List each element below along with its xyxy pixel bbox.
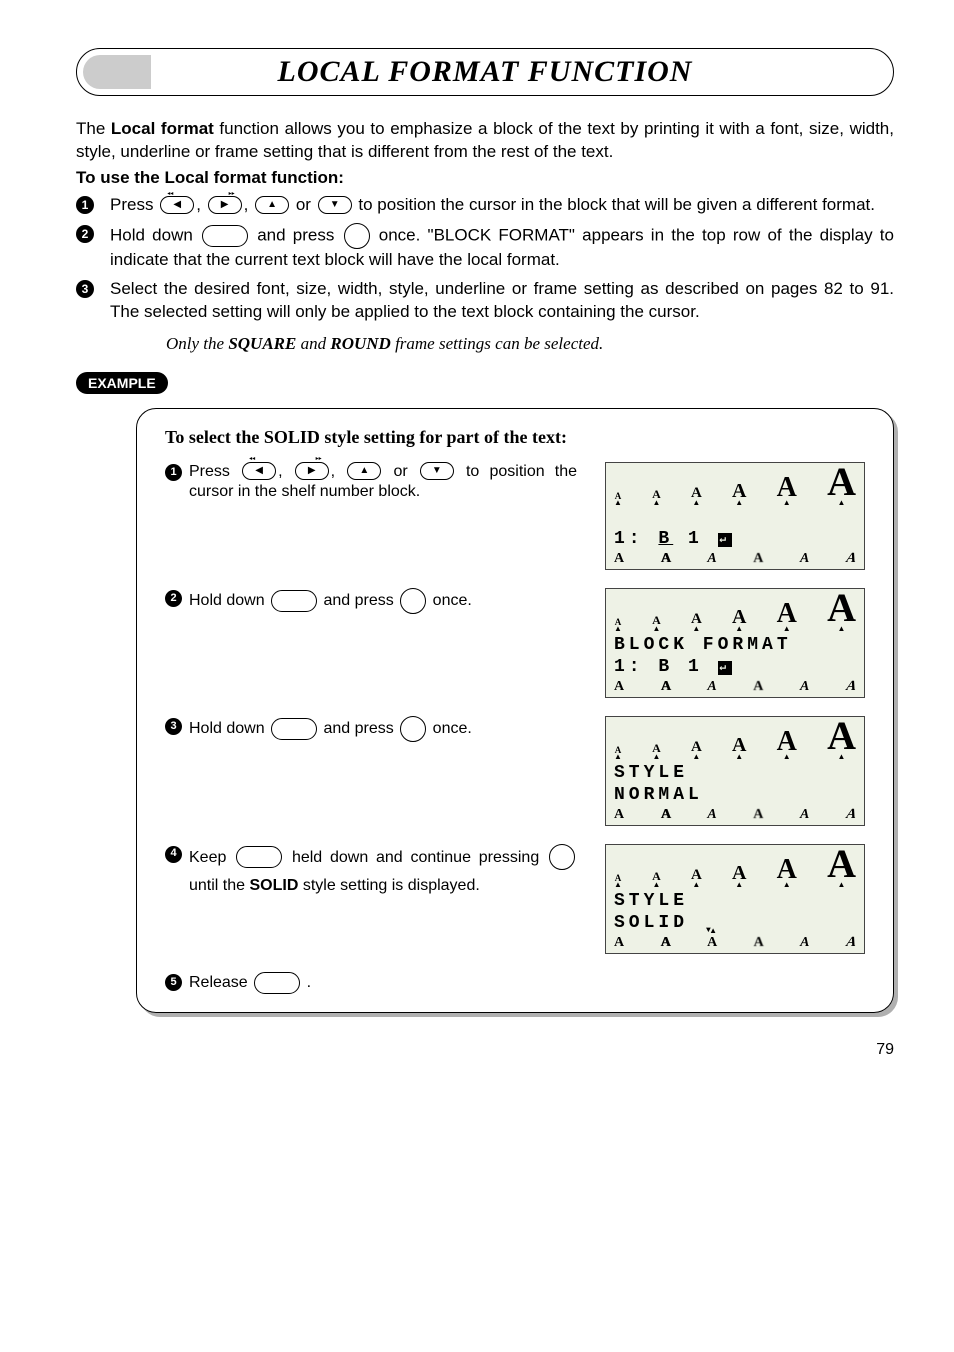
- blank-key-icon: [202, 225, 248, 247]
- down-arrow-key-icon: [420, 462, 454, 480]
- bullet-5: 5: [165, 974, 182, 991]
- main-step-1: Press , , or to position the cursor in t…: [76, 194, 894, 217]
- lcd-display-1: A▲ A▲ A▲ A▲ A▲ A▲ 1: B 1 ↵ AAAAAA: [605, 462, 865, 570]
- blank-key-icon: [271, 590, 317, 612]
- lcd-low-3: NORMAL: [606, 785, 864, 807]
- lcd-mid-3: STYLE: [606, 761, 864, 785]
- blank-key-icon: [254, 972, 300, 994]
- bullet-1: 1: [165, 464, 182, 481]
- lcd-size-row: A▲ A▲ A▲ A▲ A▲ A▲: [606, 463, 864, 507]
- lcd-display-3: A▲ A▲ A▲ A▲ A▲ A▲ STYLE NORMAL AAAAAA: [605, 716, 865, 826]
- page-number: 79: [76, 1041, 894, 1059]
- bullet-2: 2: [165, 590, 182, 607]
- example-title: To select the SOLID style setting for pa…: [165, 427, 865, 448]
- lcd-display-2: A▲ A▲ A▲ A▲ A▲ A▲ BLOCK FORMAT 1: B 1 ↵ …: [605, 588, 865, 698]
- example-row-4: 4 Keep held down and continue pressing u…: [165, 844, 865, 954]
- section-title-band: LOCAL FORMAT FUNCTION: [76, 48, 894, 96]
- example-row-1: 1 Press , , or to position the cursor in…: [165, 462, 865, 570]
- example-card: To select the SOLID style setting for pa…: [136, 408, 894, 1013]
- up-arrow-key-icon: [255, 196, 289, 214]
- section-title: LOCAL FORMAT FUNCTION: [89, 55, 881, 89]
- note-line: Only the SQUARE and ROUND frame settings…: [166, 334, 894, 354]
- return-icon: ↵: [718, 533, 732, 547]
- step2-b: and press: [257, 225, 341, 244]
- intro-paragraph: The Local format function allows you to …: [76, 118, 894, 164]
- round-key-icon: [549, 844, 575, 870]
- main-step-2: Hold down and press once. "BLOCK FORMAT"…: [76, 223, 894, 272]
- blank-key-icon: [271, 718, 317, 740]
- intro-bold: Local format: [111, 119, 214, 138]
- example-step-4: 4 Keep held down and continue pressing u…: [165, 844, 577, 902]
- lcd-low-4: SOLID: [606, 913, 864, 935]
- lcd-mid-4: STYLE: [606, 889, 864, 913]
- down-arrow-key-icon: [318, 196, 352, 214]
- right-arrow-key-icon: [208, 196, 242, 214]
- round-key-icon: [344, 223, 370, 249]
- step2-a: Hold down: [110, 225, 200, 244]
- step1-pre: Press: [110, 195, 158, 214]
- lcd-mid-1: [606, 507, 864, 529]
- subhead: To use the Local format function:: [76, 168, 894, 188]
- example-step-3: 3 Hold down and press once.: [165, 716, 577, 742]
- up-arrow-key-icon: [347, 462, 381, 480]
- return-icon: ↵: [718, 661, 732, 675]
- main-step-list: Press , , or to position the cursor in t…: [76, 194, 894, 324]
- step1-post: to position the cursor in the block that…: [358, 195, 875, 214]
- lcd-display-4: A▲ A▲ A▲ A▲ A▲ A▲ STYLE SOLID ▼ AAA▲AAA: [605, 844, 865, 954]
- example-step-5: 5 Release .: [165, 972, 865, 994]
- lcd-style-row: AAAAAA: [606, 551, 864, 569]
- bullet-3: 3: [165, 718, 182, 735]
- example-row-3: 3 Hold down and press once. A▲ A▲ A▲ A▲ …: [165, 716, 865, 826]
- right-arrow-key-icon: [295, 462, 329, 480]
- left-arrow-key-icon: [160, 196, 194, 214]
- lcd-low-1: 1: B 1 ↵: [606, 529, 864, 551]
- example-row-5: 5 Release .: [165, 972, 865, 994]
- example-step-1: 1 Press , , or to position the cursor in…: [165, 462, 577, 504]
- example-step-2: 2 Hold down and press once.: [165, 588, 577, 614]
- left-arrow-key-icon: [242, 462, 276, 480]
- bullet-4: 4: [165, 846, 182, 863]
- blank-key-icon: [236, 846, 282, 868]
- round-key-icon: [400, 588, 426, 614]
- example-pill: EXAMPLE: [76, 372, 168, 394]
- main-step-3: Select the desired font, size, width, st…: [76, 278, 894, 324]
- round-key-icon: [400, 716, 426, 742]
- lcd-mid-2: BLOCK FORMAT: [606, 633, 864, 657]
- example-row-2: 2 Hold down and press once. A▲ A▲ A▲ A▲ …: [165, 588, 865, 698]
- lcd-low-2: 1: B 1 ↵: [606, 657, 864, 679]
